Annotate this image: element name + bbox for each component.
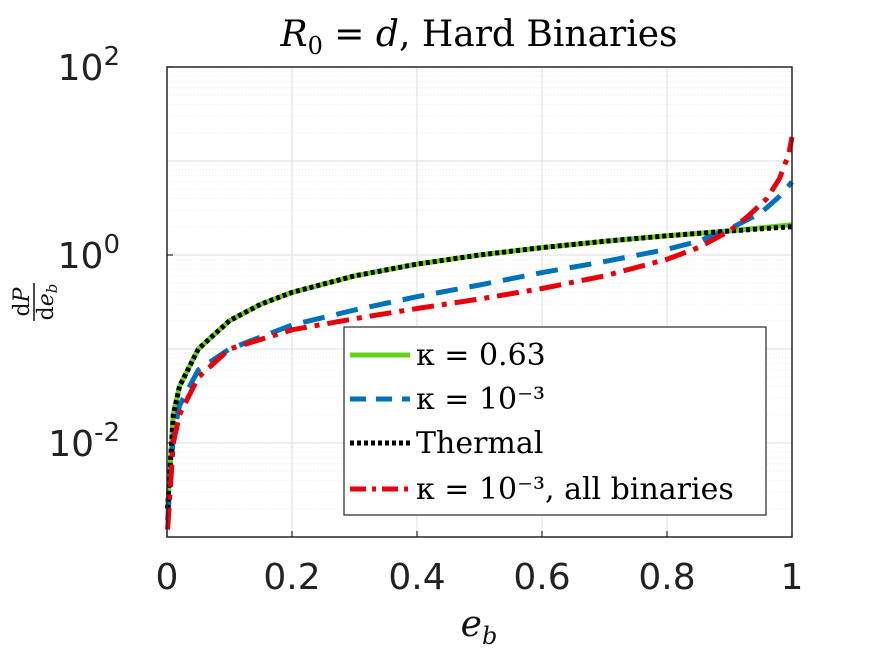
series-line [165,222,793,509]
legend-entry: κ = 10⁻³, all binaries [350,472,734,507]
legend-label: κ = 0.63 [416,338,546,373]
legend-label: κ = 10⁻³, all binaries [416,472,734,507]
legend-entry: Thermal [350,426,543,461]
y-axis-label: dP deb [10,283,61,321]
svg-text:dP: dP [10,286,35,316]
legend-entry: κ = 0.63 [350,338,546,373]
x-tick-label: 0.8 [638,557,695,598]
legend-label: Thermal [416,426,543,461]
tick-labels: 0 0.2 0.4 0.6 0.8 1 102 100 10-2 [48,42,803,598]
x-tick-label: 0 [156,557,179,598]
x-tick-label: 0.4 [388,557,445,598]
svg-text:deb: deb [34,284,61,321]
legend-label: κ = 10⁻³ [416,382,545,417]
x-tick-label: 0.2 [263,557,320,598]
legend: κ = 0.63 κ = 10⁻³ Thermal κ = 10⁻³, all … [343,326,767,516]
legend-entry: κ = 10⁻³ [350,382,545,417]
y-tick-label: 100 [58,230,120,277]
series-line [165,136,795,530]
legend-box [343,326,767,516]
x-tick-label: 0.6 [513,557,570,598]
x-tick-label: 1 [781,557,804,598]
y-tick-label: 102 [58,42,120,89]
chart-title: R0 = d, Hard Binaries [279,14,677,60]
plot-frame [166,66,793,538]
series-layer [165,136,795,530]
series-line [165,180,794,521]
y-tick-label: 10-2 [48,418,120,465]
x-axis-label: eb [461,604,498,650]
